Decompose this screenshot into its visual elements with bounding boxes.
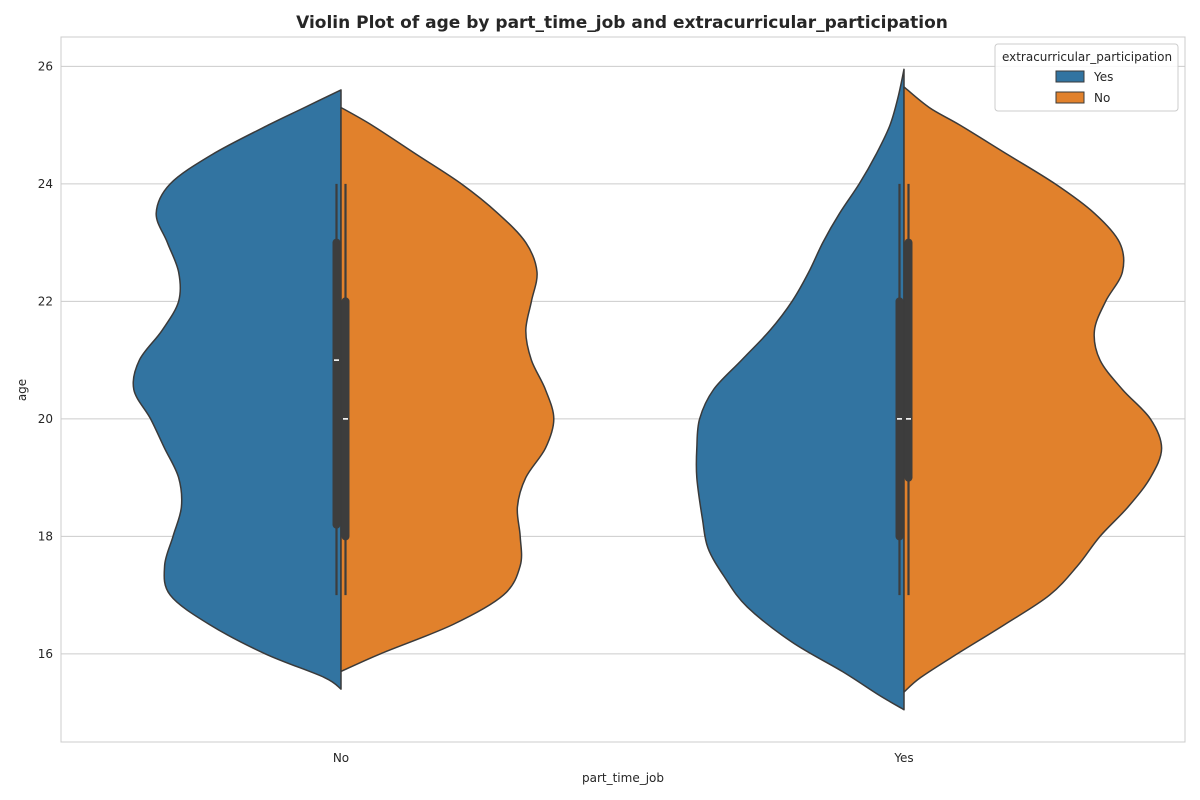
y-tick-label-24: 24 xyxy=(38,177,53,191)
legend-label-yes: Yes xyxy=(1093,70,1113,84)
legend-swatch-no xyxy=(1055,91,1085,104)
violin-yes-yes xyxy=(695,68,905,711)
legend-label-no: No xyxy=(1094,91,1110,105)
y-tick-label-20: 20 xyxy=(38,412,53,426)
violin-yes-no xyxy=(132,89,342,690)
chart-title: Violin Plot of age by part_time_job and … xyxy=(296,13,948,33)
box-layer xyxy=(332,183,913,596)
x-axis-label: part_time_job xyxy=(582,771,664,785)
y-tick-label-26: 26 xyxy=(38,59,53,73)
tick-layer: 16 18 20 22 24 26 No Yes xyxy=(38,59,914,765)
violin-no-yes xyxy=(903,86,1163,693)
violin-no-no xyxy=(340,106,555,673)
legend-frame xyxy=(994,43,1179,112)
y-tick-label-18: 18 xyxy=(38,529,53,543)
legend-title: extracurricular_participation xyxy=(1002,50,1172,64)
y-tick-label-22: 22 xyxy=(38,294,53,308)
x-tick-label-no: No xyxy=(333,751,349,765)
legend-swatch-yes xyxy=(1055,70,1085,83)
violin-layer xyxy=(132,68,1163,711)
y-tick-label-16: 16 xyxy=(38,647,53,661)
y-axis-label: age xyxy=(15,379,29,401)
plot-frame xyxy=(60,36,1186,743)
legend: extracurricular_participation Yes No xyxy=(994,43,1179,112)
x-tick-label-yes: Yes xyxy=(893,751,913,765)
